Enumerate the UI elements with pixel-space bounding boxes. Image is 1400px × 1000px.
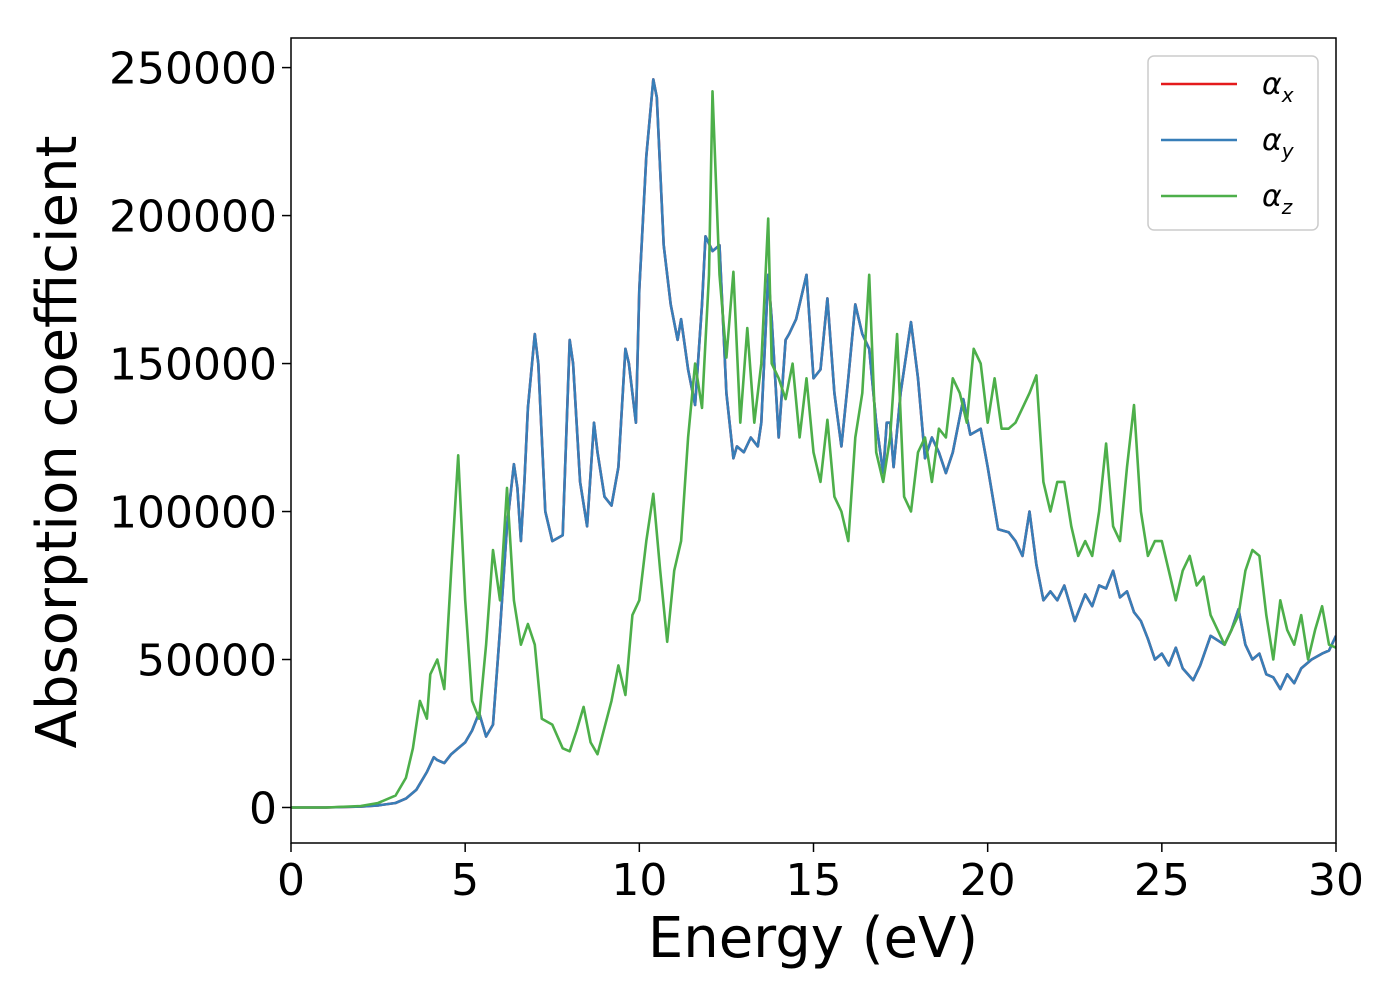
y-tick-label: 150000 bbox=[109, 340, 277, 391]
x-tick-label: 30 bbox=[1308, 855, 1364, 906]
legend-items: αx αy αz bbox=[1161, 67, 1295, 219]
y-tick-label: 200000 bbox=[109, 192, 277, 243]
legend-label-z: αz bbox=[1262, 179, 1293, 219]
x-tick-label: 25 bbox=[1134, 855, 1190, 906]
legend-label-y: αy bbox=[1262, 123, 1295, 163]
y-axis-title: Absorption coefficient bbox=[25, 136, 90, 749]
y-tick-label: 0 bbox=[249, 783, 277, 834]
series-layer bbox=[291, 78, 1336, 809]
x-tick-label: 0 bbox=[277, 855, 305, 906]
y-tick-label: 250000 bbox=[109, 44, 277, 95]
x-tick-label: 20 bbox=[960, 855, 1016, 906]
legend-label-x: αx bbox=[1262, 67, 1294, 107]
series-line-z bbox=[291, 90, 1336, 809]
x-tick-label: 15 bbox=[786, 855, 842, 906]
x-tick-label: 5 bbox=[451, 855, 479, 906]
legend: αx αy αz bbox=[1147, 55, 1319, 231]
x-tick-layer: 0 5 10 15 20 25 30 bbox=[277, 843, 1364, 906]
y-tick-label: 100000 bbox=[109, 488, 277, 539]
y-tick-label: 50000 bbox=[137, 636, 277, 687]
legend-box bbox=[1147, 55, 1319, 231]
y-tick-layer: 0 50000 100000 150000 200000 250000 bbox=[109, 44, 291, 834]
x-tick-label: 10 bbox=[611, 855, 667, 906]
series-line-y bbox=[291, 78, 1336, 809]
x-axis-title: Energy (eV) bbox=[648, 906, 978, 971]
